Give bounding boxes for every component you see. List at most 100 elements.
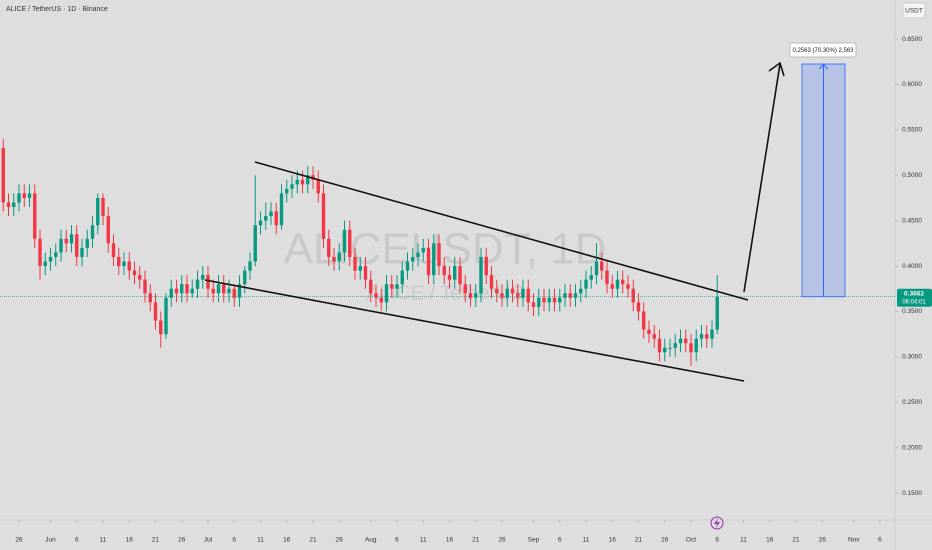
candle-body: [621, 279, 625, 285]
candle-body: [111, 243, 116, 257]
candle-body: [363, 266, 368, 280]
candle-body: [274, 211, 278, 226]
x-tick-label: 11: [740, 537, 747, 544]
y-tick-label: 0.4000: [902, 263, 922, 270]
candle-body: [694, 338, 698, 353]
x-tick-label: 26: [661, 537, 669, 544]
candle-body: [222, 284, 226, 294]
candle-body: [201, 275, 205, 280]
countdown: 06:04:01: [902, 299, 926, 305]
candle-body: [468, 293, 473, 298]
candle-body: [164, 297, 168, 335]
candle-body: [710, 329, 714, 339]
candle-body: [678, 338, 683, 344]
candle-body: [390, 284, 394, 289]
candle-body: [652, 334, 656, 339]
candle-body: [243, 270, 247, 285]
x-tick-label: 6: [395, 537, 399, 544]
x-tick-label: 16: [766, 537, 774, 544]
candle-body: [421, 247, 425, 253]
candle-body: [38, 238, 42, 267]
candle-body: [600, 261, 604, 271]
y-tick-label: 0.1500: [902, 490, 922, 497]
y-tick-label: 0.6000: [902, 81, 922, 88]
candle-body: [615, 279, 620, 289]
candle-body: [295, 179, 299, 185]
watermark-symbol: ALICEUSDT, 1D: [284, 225, 607, 274]
candle-body: [631, 288, 635, 303]
candle-body: [689, 343, 693, 353]
drawings: [204, 61, 785, 382]
candle-body: [663, 347, 667, 353]
candle-body: [400, 270, 404, 285]
candle-body: [85, 238, 89, 248]
projection-label: 0.2563 (70.30%) 2,563: [792, 48, 854, 54]
y-tick-label: 0.6500: [902, 36, 922, 43]
candle-body: [447, 275, 452, 280]
candle-body: [59, 238, 63, 253]
candle-body: [180, 284, 184, 294]
candle-body: [584, 279, 588, 289]
upper-trendline: [254, 161, 749, 301]
x-tick-label: 11: [420, 537, 427, 544]
y-tick-label: 0.5500: [902, 127, 922, 134]
candle-body: [589, 275, 593, 280]
candle-body: [563, 293, 567, 298]
candle-body: [474, 293, 478, 298]
candle-body: [27, 193, 32, 198]
candle-body: [327, 238, 331, 257]
x-tick-label: 6: [558, 537, 562, 544]
candle-body: [395, 284, 399, 289]
x-tick-label: 21: [792, 537, 800, 544]
y-tick-label: 0.3000: [902, 354, 922, 361]
candle-body: [579, 288, 583, 294]
candle-body: [101, 197, 105, 217]
candle-body: [505, 288, 509, 298]
candle-body: [127, 261, 131, 271]
x-tick-label: 11: [583, 537, 590, 544]
candle-body: [279, 193, 284, 226]
candle-body: [33, 193, 37, 239]
candle-body: [227, 288, 231, 294]
candle-body: [369, 279, 373, 294]
candle-body: [290, 184, 294, 189]
candle-body: [353, 256, 357, 271]
x-tick-label: 21: [309, 537, 317, 544]
x-tick-label: Aug: [365, 537, 377, 544]
candle-body: [568, 293, 572, 298]
candle-body: [90, 225, 95, 239]
x-tick-label: 26: [15, 537, 23, 544]
candle-body: [573, 293, 578, 298]
watermark-name: ALICE / TetherUS: [366, 282, 523, 304]
x-tick-label: Oct: [686, 537, 696, 544]
candle-body: [316, 179, 320, 194]
candle-body: [122, 261, 126, 267]
x-tick-label: 26: [498, 537, 506, 544]
candle-body: [432, 243, 436, 276]
candle-body: [647, 329, 651, 335]
candle-body: [636, 302, 641, 312]
candle-body: [300, 179, 305, 185]
candle-body: [458, 266, 462, 285]
candle-body: [500, 293, 504, 298]
projection-arrow-head: [819, 63, 828, 70]
candle-body: [705, 334, 709, 339]
candle-body: [148, 293, 152, 303]
candle-body: [248, 261, 252, 271]
x-tick-label: 26: [819, 537, 827, 544]
candle-body: [547, 297, 551, 303]
x-tick-label: 11: [257, 537, 264, 544]
candle-body: [253, 225, 257, 262]
x-tick-label: 21: [635, 537, 643, 544]
candle-body: [484, 256, 488, 276]
candle-body: [17, 193, 21, 203]
candle-body: [715, 296, 719, 330]
candle-body: [626, 284, 630, 289]
x-tick-label: 6: [75, 537, 79, 544]
y-tick-label: 0.2000: [902, 444, 922, 451]
x-tick-label: 21: [472, 537, 480, 544]
candle-body: [684, 338, 688, 344]
x-tick-label: 6: [232, 537, 236, 544]
arrow-head: [768, 61, 785, 77]
x-tick-label: 6: [878, 537, 882, 544]
